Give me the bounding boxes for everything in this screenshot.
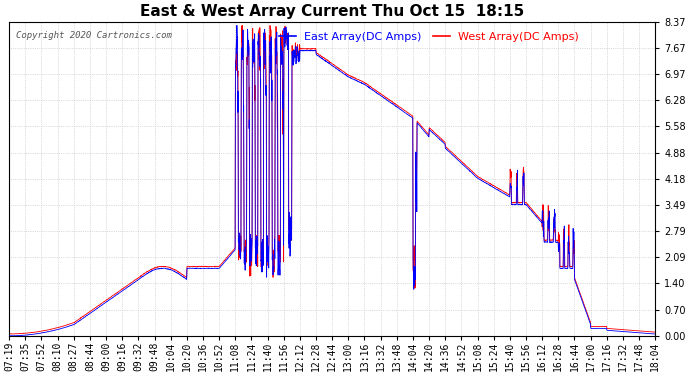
Title: East & West Array Current Thu Oct 15  18:15: East & West Array Current Thu Oct 15 18:… — [140, 4, 524, 19]
Legend: East Array(DC Amps), West Array(DC Amps): East Array(DC Amps), West Array(DC Amps) — [275, 27, 584, 46]
Text: Copyright 2020 Cartronics.com: Copyright 2020 Cartronics.com — [16, 31, 172, 40]
